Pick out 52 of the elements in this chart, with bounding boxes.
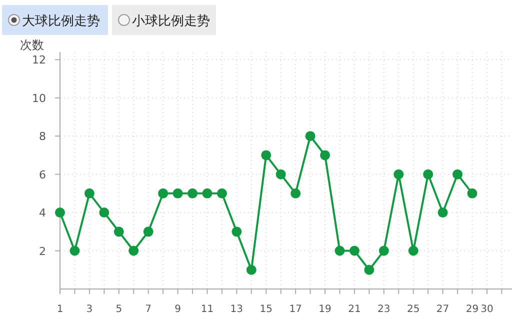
y-axis-title: 次数 [20, 38, 44, 52]
x-tick-label: 13 [230, 304, 244, 315]
x-tick-label: 25 [406, 304, 420, 315]
point [84, 188, 94, 198]
point [70, 246, 80, 256]
x-tick-label: 1 [56, 304, 64, 315]
point [246, 264, 256, 275]
point [172, 188, 183, 198]
point [276, 169, 286, 180]
point [216, 188, 227, 198]
point [438, 208, 448, 218]
x-tick-label: 29 [466, 304, 479, 315]
x-tick-label: 11 [200, 304, 214, 315]
x-tick-label: 19 [318, 304, 332, 315]
point [334, 246, 345, 256]
point [188, 188, 198, 198]
point [202, 188, 212, 198]
point [349, 246, 360, 256]
point [114, 226, 124, 237]
x-tick-label: 17 [289, 304, 302, 315]
x-tick-label: 3 [86, 304, 93, 315]
point [305, 131, 316, 142]
x-tick-label: 15 [260, 304, 272, 315]
point [394, 169, 404, 180]
y-tick-label: 6 [39, 168, 46, 182]
x-tick-label: 23 [378, 304, 390, 315]
point [378, 246, 389, 256]
point [128, 246, 139, 256]
y-tick-label: 4 [39, 206, 46, 220]
point [452, 169, 463, 180]
x-tick-label: 30 [480, 304, 494, 315]
y-tick-label: 2 [39, 244, 46, 258]
x-tick-label: 27 [436, 304, 450, 315]
point [423, 169, 434, 180]
point [158, 188, 168, 198]
y-tick-label: 10 [32, 92, 46, 105]
point [364, 264, 374, 275]
x-tick-label: 9 [174, 304, 181, 315]
point [261, 150, 272, 160]
x-tick-label: 21 [348, 304, 361, 315]
point [143, 226, 154, 237]
point [320, 150, 330, 160]
y-tick-label: 12 [32, 54, 46, 67]
point [55, 208, 65, 218]
point [232, 226, 242, 237]
y-tick-label: 8 [39, 130, 46, 144]
point [467, 188, 478, 198]
point [99, 208, 110, 218]
point [290, 188, 301, 198]
point [408, 246, 418, 256]
x-tick-label: 5 [116, 304, 122, 315]
x-tick-label: 7 [145, 304, 152, 315]
